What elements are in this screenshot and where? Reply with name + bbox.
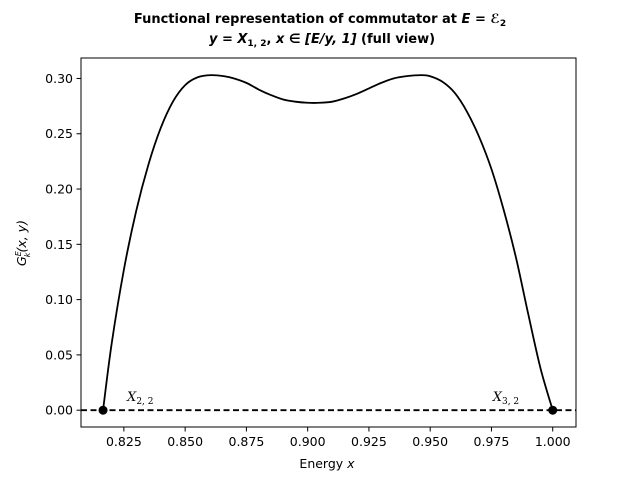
title-line-2-suffix: (full view) (357, 32, 436, 47)
title-line-1-sub: 2 (500, 19, 506, 29)
x-tick-label: 0.825 (106, 434, 142, 449)
endpoint-marker (98, 405, 108, 415)
x-axis-label-text: Energy (299, 456, 347, 471)
axes-frame (80, 57, 577, 428)
title-line-1-math: E = ℰ (462, 12, 500, 27)
y-tick-label: 0.00 (45, 403, 73, 418)
title-line-1: Functional representation of commutator … (134, 12, 506, 29)
title-line-2: y = X1, 2, x ∈ [E/y, 1] (full view) (209, 32, 435, 49)
endpoint-label: X2, 2 (126, 390, 153, 407)
x-axis-ticks: 0.825 0.850 0.875 0.900 0.925 0.950 0.975 1.000 (106, 427, 571, 449)
series-line (102, 74, 554, 411)
x-tick-label: 0.975 (474, 434, 510, 449)
x-axis-label: Energy x (299, 456, 355, 471)
title-line-2-y: y = X (209, 32, 248, 47)
y-axis-label-sub: k (23, 252, 32, 257)
x-tick-label: 0.850 (167, 434, 203, 449)
endpoint-marker (548, 405, 558, 415)
y-tick-label: 0.25 (45, 126, 73, 141)
y-axis-ticks: 0.00 0.05 0.10 0.15 0.20 0.25 0.30 (45, 71, 81, 418)
y-axis-label-g: G (14, 256, 29, 266)
y-tick-label: 0.15 (45, 237, 73, 252)
x-tick-label: 0.925 (351, 434, 387, 449)
y-tick-label: 0.05 (45, 347, 73, 362)
endpoint-label: X3, 2 (492, 390, 519, 407)
y-tick-label: 0.10 (45, 292, 73, 307)
title-line-2-x: x ∈ [E/y, 1] (275, 32, 357, 47)
y-axis-label-sup: E (14, 250, 23, 256)
x-tick-label: 0.875 (229, 434, 265, 449)
chart-title: Functional representation of commutator … (134, 12, 506, 49)
plot-area: X2, 2 X3, 2 (81, 74, 576, 415)
x-tick-label: 0.950 (412, 434, 448, 449)
title-line-2-sep: , (266, 32, 275, 47)
y-axis-label-args: (x, y) (14, 220, 29, 253)
x-axis-label-var: x (346, 456, 355, 471)
x-tick-label: 0.900 (290, 434, 326, 449)
y-axis-label: GEk(x, y) (14, 220, 32, 266)
title-line-1-prefix: Functional representation of commutator … (134, 12, 462, 27)
y-tick-label: 0.20 (45, 182, 73, 197)
x-tick-label: 1.000 (535, 434, 571, 449)
y-tick-label: 0.30 (45, 71, 73, 86)
title-line-2-ysub: 1, 2 (247, 39, 266, 49)
endpoint-annotations: X2, 2 X3, 2 (126, 390, 519, 407)
endpoint-markers (98, 405, 558, 415)
